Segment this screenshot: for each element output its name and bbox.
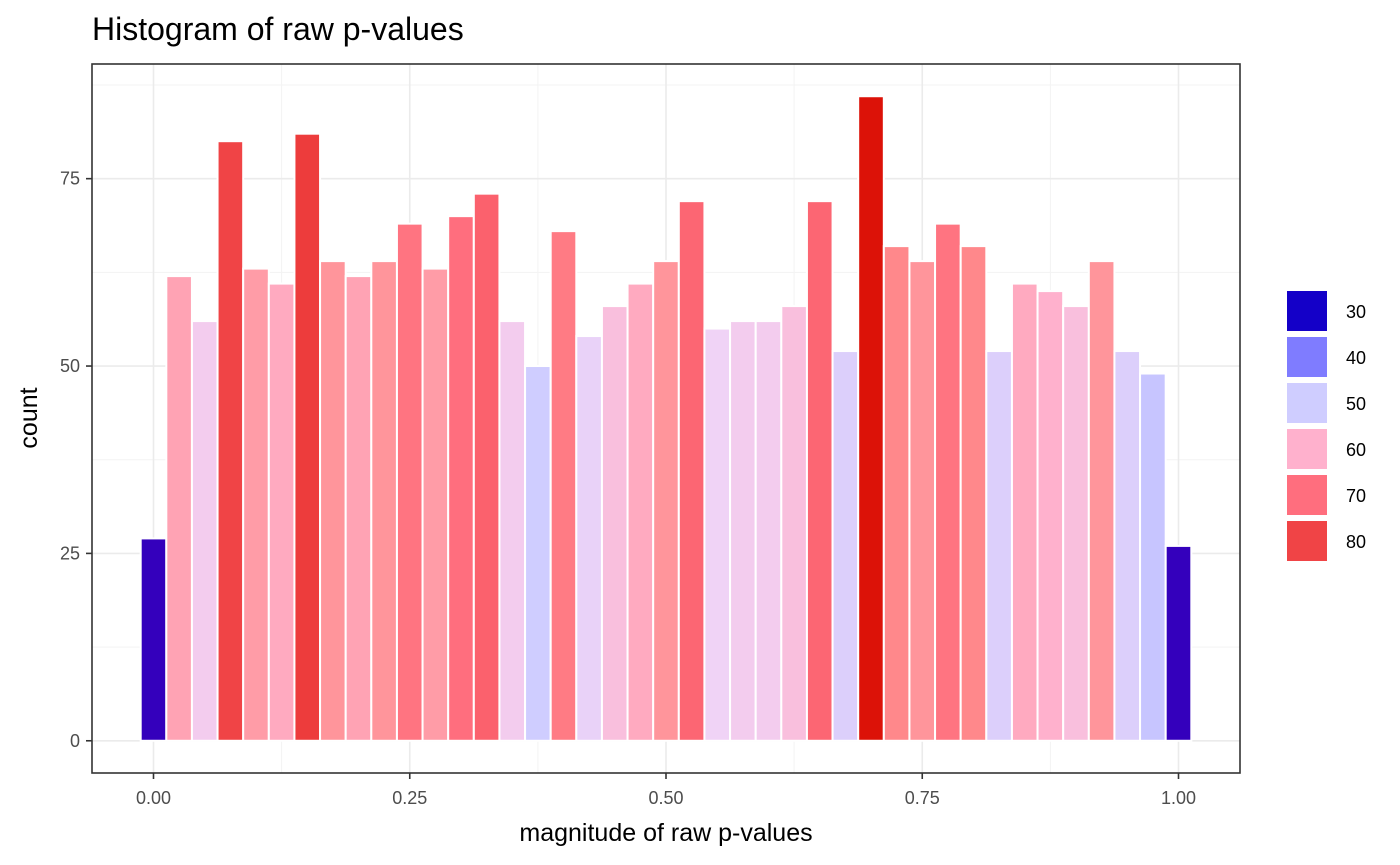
- histogram-bar: [370, 260, 398, 742]
- histogram-bar: [190, 320, 219, 742]
- histogram-bar: [1036, 290, 1065, 742]
- histogram-bar: [600, 305, 629, 742]
- histogram-bar: [165, 275, 193, 742]
- histogram-bar: [626, 282, 655, 742]
- legend-label: 60: [1346, 440, 1366, 460]
- legend-key: [1287, 337, 1327, 377]
- histogram-bar: [959, 245, 988, 742]
- y-axis: 0 25 50 75: [60, 169, 92, 751]
- y-tick-label: 0: [70, 731, 80, 751]
- histogram-bar: [216, 140, 245, 742]
- histogram-bar: [805, 200, 834, 742]
- histogram-bar: [908, 260, 937, 742]
- histogram-bar: [524, 365, 552, 742]
- histogram-bar: [934, 222, 962, 742]
- y-tick-label: 25: [60, 543, 80, 563]
- histogram-bar: [267, 282, 296, 742]
- legend-key: [1287, 383, 1327, 423]
- histogram-bar: [447, 215, 475, 742]
- legend-label: 40: [1346, 348, 1366, 368]
- histogram-bar: [780, 305, 808, 742]
- histogram-bar: [831, 350, 860, 742]
- legend-key: [1287, 291, 1327, 331]
- histogram-bar: [395, 222, 424, 742]
- histogram-bar: [575, 335, 603, 742]
- histogram-bar: [319, 260, 347, 742]
- legend-label: 70: [1346, 486, 1366, 506]
- color-legend: 30 40 50 60 70 80: [1287, 291, 1366, 561]
- legend-label: 50: [1346, 394, 1366, 414]
- legend-key: [1287, 521, 1327, 561]
- histogram-bar: [703, 327, 732, 742]
- histogram-bar: [344, 275, 373, 742]
- histogram-bar: [139, 537, 168, 742]
- histogram-bar: [677, 200, 706, 742]
- legend-key: [1287, 429, 1327, 469]
- histogram-bar: [1062, 305, 1090, 742]
- y-tick-label: 75: [60, 169, 80, 189]
- x-axis-title: magnitude of raw p-values: [519, 819, 812, 847]
- histogram-bar: [754, 320, 783, 742]
- histogram-bar: [293, 132, 322, 742]
- histogram-bar: [729, 320, 757, 742]
- histogram-bar: [1164, 544, 1193, 742]
- histogram-bar: [652, 260, 680, 742]
- chart-title: Histogram of raw p-values: [92, 11, 464, 47]
- histogram-bar: [421, 267, 450, 742]
- histogram-bar: [472, 192, 501, 742]
- histogram-bar: [1113, 350, 1142, 742]
- histogram-bar: [882, 245, 911, 742]
- histogram-bars: [139, 95, 1193, 742]
- histogram-bar: [1010, 282, 1039, 742]
- plot-panel: [91, 63, 1241, 774]
- histogram-bar: [1087, 260, 1116, 742]
- x-tick-label: 0.00: [136, 788, 171, 808]
- legend-key: [1287, 475, 1327, 515]
- histogram-bar: [549, 230, 578, 742]
- x-tick-label: 0.75: [905, 788, 940, 808]
- y-axis-title: count: [15, 387, 43, 448]
- y-tick-label: 50: [60, 356, 80, 376]
- x-axis: 0.00 0.25 0.50 0.75 1.00: [136, 773, 1196, 808]
- x-tick-label: 0.25: [392, 788, 427, 808]
- histogram-bar: [857, 95, 885, 742]
- histogram-bar: [1139, 372, 1167, 742]
- legend-label: 30: [1346, 302, 1366, 322]
- histogram-bar: [498, 320, 527, 742]
- x-tick-label: 1.00: [1161, 788, 1196, 808]
- histogram-bar: [985, 350, 1013, 742]
- x-tick-label: 0.50: [648, 788, 683, 808]
- histogram-bar: [242, 267, 270, 742]
- legend-label: 80: [1346, 532, 1366, 552]
